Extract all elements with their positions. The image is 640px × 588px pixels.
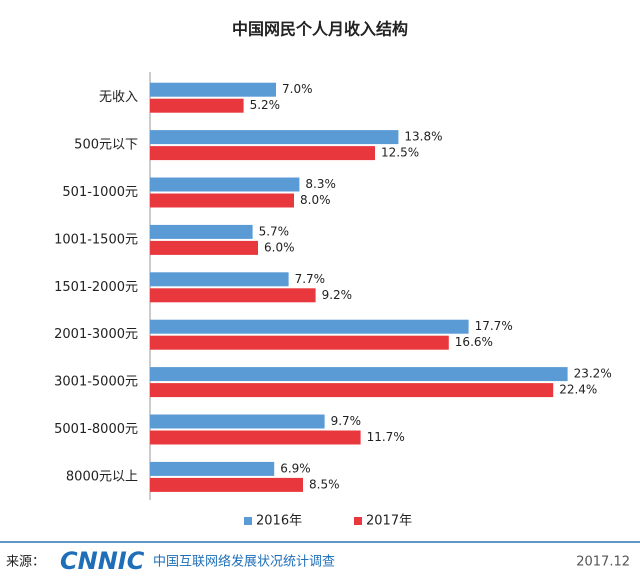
y-tick-label: 2001-3000元: [54, 327, 138, 342]
value-label: 8.5%: [309, 477, 340, 491]
value-label: 16.6%: [455, 335, 493, 349]
y-tick-label: 500元以下: [74, 138, 138, 153]
bar: [150, 383, 554, 398]
bar: [150, 272, 289, 287]
bar: [150, 430, 361, 445]
bar: [150, 477, 303, 492]
value-label: 6.0%: [264, 240, 295, 254]
bar: [150, 193, 294, 208]
footer-date: 2017.12: [576, 555, 630, 570]
bar: [150, 461, 275, 476]
y-tick-label: 1001-1500元: [54, 232, 138, 247]
bar: [150, 335, 449, 350]
value-label: 11.7%: [367, 430, 405, 444]
bar: [150, 98, 244, 113]
y-tick-label: 1501-2000元: [54, 280, 138, 295]
value-label: 9.7%: [331, 414, 362, 428]
legend-swatch: [244, 517, 252, 525]
bar: [150, 130, 399, 145]
footer-org: 中国互联网络发展状况统计调查: [153, 554, 335, 570]
value-label: 17.7%: [475, 319, 513, 333]
value-label: 8.0%: [300, 193, 331, 207]
value-label: 5.2%: [250, 98, 281, 112]
footer-source: 来源：: [6, 555, 45, 570]
legend-label: 2016年: [256, 514, 302, 529]
y-tick-label: 501-1000元: [62, 185, 138, 200]
legend-swatch: [354, 517, 362, 525]
y-tick-label: 3001-5000元: [54, 375, 138, 390]
value-label: 8.3%: [305, 177, 336, 191]
value-label: 23.2%: [574, 367, 612, 381]
bar: [150, 224, 253, 239]
value-label: 13.8%: [404, 130, 442, 144]
value-label: 9.2%: [322, 288, 353, 302]
chart-title: 中国网民个人月收入结构: [232, 20, 408, 39]
value-label: 12.5%: [381, 146, 419, 160]
bar: [150, 240, 258, 255]
y-tick-label: 8000元以上: [66, 469, 138, 484]
bar: [150, 288, 316, 303]
footer-logo: CNNIC: [60, 547, 145, 575]
bar: [150, 319, 469, 334]
value-label: 7.0%: [282, 82, 313, 96]
legend-label: 2017年: [366, 514, 412, 529]
value-label: 5.7%: [259, 224, 290, 238]
bar: [150, 414, 325, 429]
value-label: 7.7%: [295, 272, 326, 286]
bar: [150, 177, 300, 192]
bar: [150, 367, 568, 382]
y-tick-label: 5001-8000元: [54, 422, 138, 437]
bar: [150, 146, 375, 161]
value-label: 22.4%: [559, 383, 597, 397]
y-tick-label: 无收入: [99, 90, 138, 105]
bar: [150, 82, 276, 97]
value-label: 6.9%: [280, 461, 311, 475]
